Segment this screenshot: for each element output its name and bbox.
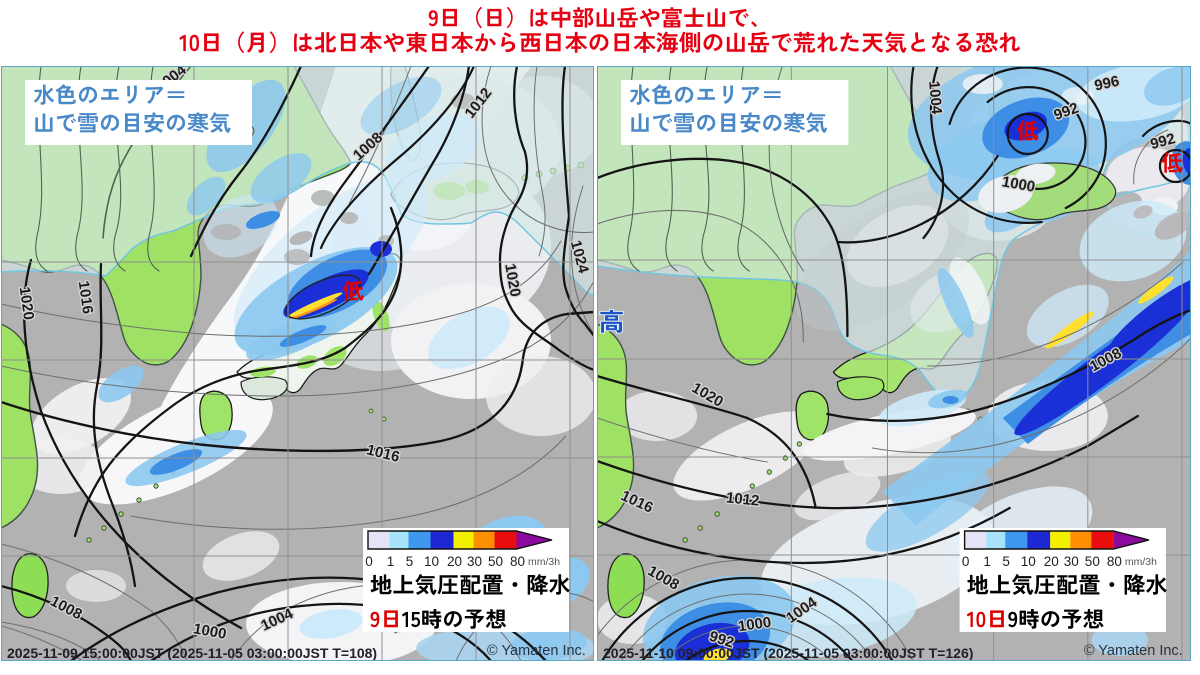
- svg-text:1012: 1012: [725, 489, 760, 509]
- svg-text:30: 30: [1064, 554, 1079, 569]
- svg-text:50: 50: [488, 554, 503, 569]
- svg-text:© Yamaten Inc.: © Yamaten Inc.: [1084, 643, 1183, 659]
- svg-text:50: 50: [1085, 554, 1100, 569]
- svg-text:10: 10: [1021, 554, 1036, 569]
- svg-text:5: 5: [406, 554, 414, 569]
- svg-text:20: 20: [1044, 554, 1059, 569]
- svg-text:0: 0: [365, 554, 373, 569]
- svg-text:2025-11-10 09:00:00JST (2025-1: 2025-11-10 09:00:00JST (2025-11-05 03:00…: [603, 645, 973, 661]
- svg-text:80: 80: [1107, 554, 1122, 569]
- svg-text:1: 1: [387, 554, 395, 569]
- svg-text:0: 0: [962, 554, 970, 569]
- svg-text:mm/3h: mm/3h: [528, 556, 560, 568]
- svg-text:1004: 1004: [925, 80, 945, 115]
- svg-text:1: 1: [983, 554, 991, 569]
- svg-text:20: 20: [447, 554, 462, 569]
- svg-text:mm/3h: mm/3h: [1125, 556, 1157, 568]
- svg-text:30: 30: [467, 554, 482, 569]
- svg-text:2025-11-09 15:00:00JST (2025-1: 2025-11-09 15:00:00JST (2025-11-05 03:00…: [7, 645, 377, 661]
- svg-text:5: 5: [1002, 554, 1010, 569]
- svg-text:996: 996: [1093, 73, 1121, 95]
- svg-text:80: 80: [510, 554, 525, 569]
- svg-text:1000: 1000: [192, 620, 228, 643]
- svg-text:1000: 1000: [1001, 173, 1037, 196]
- svg-text:10: 10: [424, 554, 439, 569]
- svg-text:© Yamaten Inc.: © Yamaten Inc.: [487, 643, 586, 659]
